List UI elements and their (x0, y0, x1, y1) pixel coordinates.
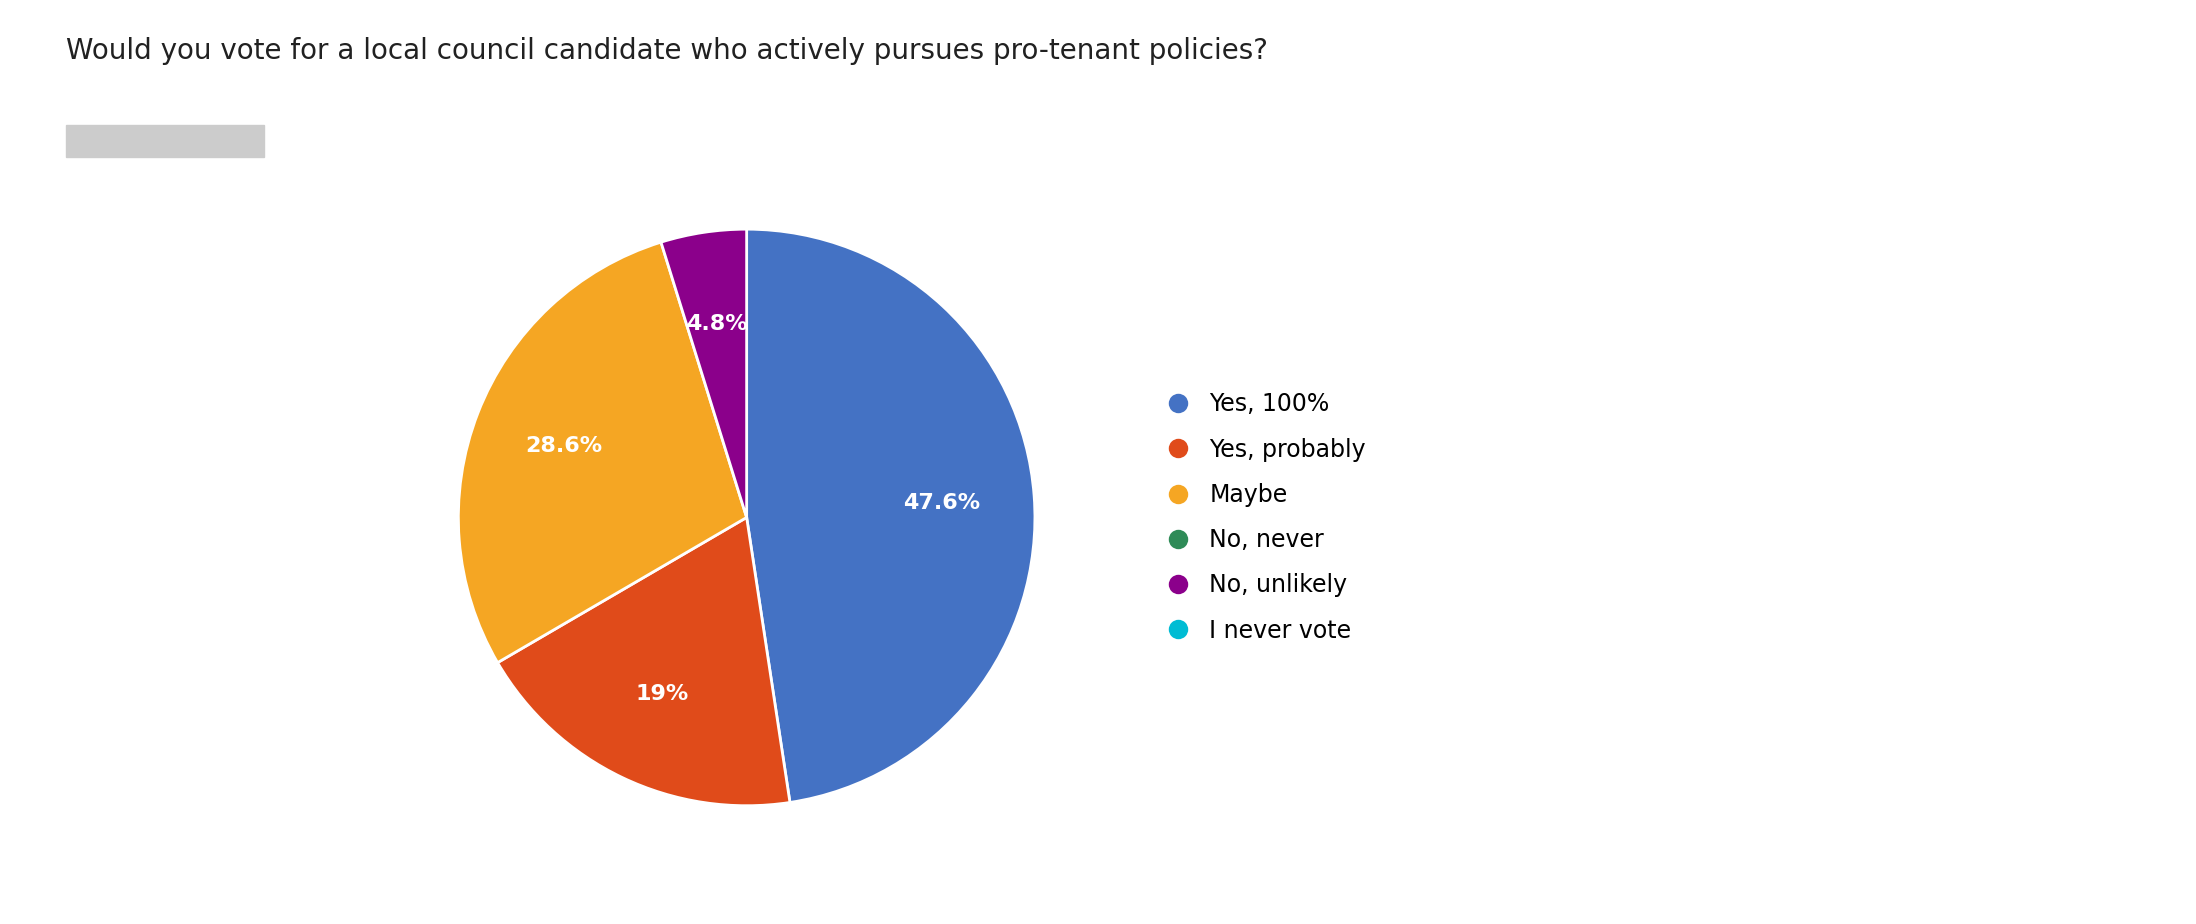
Text: 4.8%: 4.8% (687, 313, 749, 334)
Wedge shape (747, 229, 1034, 802)
Wedge shape (661, 229, 747, 517)
Text: 19%: 19% (635, 685, 690, 704)
Legend: Yes, 100%, Yes, probably, Maybe, No, never, No, unlikely, I never vote: Yes, 100%, Yes, probably, Maybe, No, nev… (1155, 381, 1377, 654)
Wedge shape (459, 242, 747, 663)
Wedge shape (498, 517, 791, 806)
Text: Would you vote for a local council candidate who actively pursues pro-tenant pol: Would you vote for a local council candi… (66, 37, 1267, 65)
Text: 28.6%: 28.6% (525, 436, 602, 456)
Text: 47.6%: 47.6% (903, 492, 982, 513)
